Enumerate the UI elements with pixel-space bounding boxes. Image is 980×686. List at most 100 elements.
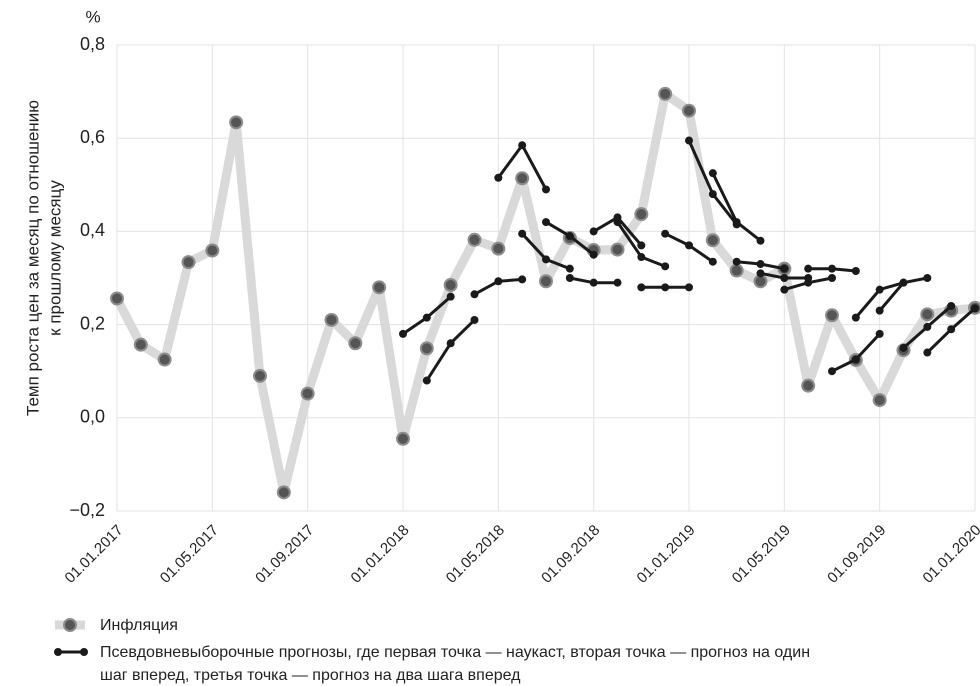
forecast-point <box>518 141 527 150</box>
forecast-point <box>637 283 646 292</box>
forecast-point <box>851 267 860 276</box>
inflation-point <box>634 207 649 222</box>
forecast-point <box>565 264 574 273</box>
inflation-point <box>110 291 124 306</box>
forecast-point <box>756 269 765 278</box>
legend-label: Инфляция <box>100 617 178 634</box>
forecast-point <box>828 264 836 273</box>
y-tick-label: 0,6 <box>80 127 105 147</box>
forecast-point <box>422 313 431 322</box>
x-tick-label: 01.09.2019 <box>824 522 889 587</box>
inflation-point <box>539 274 553 289</box>
forecast-line <box>687 139 738 226</box>
y-axis-label: к прошлому месяцу <box>45 180 64 336</box>
forecast-point <box>661 262 670 271</box>
forecast-point <box>446 292 455 301</box>
x-tick-label: 01.05.2019 <box>729 522 794 587</box>
inflation-point <box>396 431 410 446</box>
forecast-point <box>685 136 693 145</box>
forecast-point <box>780 285 789 294</box>
forecast-point <box>899 343 908 352</box>
forecast-point <box>875 285 884 294</box>
inflation-line <box>113 89 976 497</box>
forecast-point <box>923 274 932 282</box>
forecast-point <box>780 274 789 282</box>
forecast-point <box>637 241 646 250</box>
x-tick-label: 01.09.2017 <box>252 522 317 587</box>
forecast-point <box>851 313 860 322</box>
forecast-point <box>470 290 479 299</box>
y-axis-label: Темп роста цен за месяц по отношению <box>23 100 42 416</box>
inflation-point <box>133 337 148 352</box>
inflation-point <box>253 368 267 383</box>
inflation-point <box>229 115 244 130</box>
forecast-point <box>399 329 407 338</box>
inflation-point <box>467 232 482 247</box>
forecast-point <box>828 274 836 282</box>
x-tick-label: 01.05.2017 <box>157 522 222 587</box>
forecast-point <box>565 274 574 282</box>
forecast-point <box>875 306 884 315</box>
legend-label: шаг вперед, третья точка — прогноз на дв… <box>100 667 521 684</box>
forecast-point <box>518 229 527 238</box>
y-tick-label: 0,0 <box>80 407 105 427</box>
forecast-point <box>732 257 741 266</box>
forecast-point <box>518 275 527 284</box>
inflation-point <box>276 485 291 500</box>
forecast-point <box>685 241 693 250</box>
forecast-point <box>756 260 765 269</box>
forecast-point <box>542 218 550 227</box>
inflation-point <box>491 241 506 256</box>
inflation-point <box>825 308 839 323</box>
forecast-point <box>494 173 503 182</box>
forecast-point <box>589 250 598 259</box>
x-tick-label: 01.01.2017 <box>62 522 127 587</box>
inflation-point <box>324 312 339 327</box>
x-tick-label: 01.01.2018 <box>348 522 413 587</box>
forecast-point <box>923 322 932 331</box>
y-tick-label: 0,2 <box>80 313 105 333</box>
forecast-point <box>875 329 884 338</box>
forecast-point <box>613 278 622 287</box>
inflation-point <box>515 171 530 186</box>
forecast-point <box>708 257 717 266</box>
y-tick-label: 0,8 <box>80 34 105 54</box>
x-tick-label: 01.01.2020 <box>920 522 980 587</box>
forecast-point <box>422 376 431 385</box>
forecast-point <box>470 315 479 324</box>
inflation-point <box>419 341 434 356</box>
forecast-point <box>828 367 836 376</box>
legend-label: Псевдовневыборочные прогнозы, где первая… <box>100 644 810 661</box>
legend-swatch <box>54 648 62 656</box>
legend-swatch <box>63 618 77 632</box>
forecast-line <box>711 172 762 242</box>
inflation-point <box>157 352 172 367</box>
forecast-point <box>613 218 622 227</box>
forecast-point <box>851 355 860 364</box>
inflation-point <box>372 280 387 295</box>
forecast-point <box>708 169 717 178</box>
forecast-point <box>756 236 765 245</box>
inflation-point <box>872 393 887 408</box>
inflation-point <box>729 263 744 278</box>
forecast-point <box>685 283 693 292</box>
inflation-point <box>610 242 625 257</box>
forecast-point <box>899 278 908 287</box>
forecast-point <box>923 348 932 357</box>
forecast-point <box>446 339 455 348</box>
inflation-point <box>920 307 935 322</box>
inflation-point <box>443 277 458 292</box>
forecast-point <box>804 278 813 287</box>
inflation-point <box>205 243 220 258</box>
inflation-point <box>682 103 696 118</box>
inflation-point <box>181 255 196 270</box>
forecast-point <box>947 301 956 310</box>
forecast-point <box>708 190 717 199</box>
x-tick-label: 01.01.2019 <box>634 522 699 587</box>
forecast-point <box>542 255 550 264</box>
y-tick-label: 0,4 <box>80 220 105 240</box>
y-unit: % <box>85 7 100 26</box>
inflation-point <box>705 233 720 248</box>
forecast-point <box>971 304 979 313</box>
